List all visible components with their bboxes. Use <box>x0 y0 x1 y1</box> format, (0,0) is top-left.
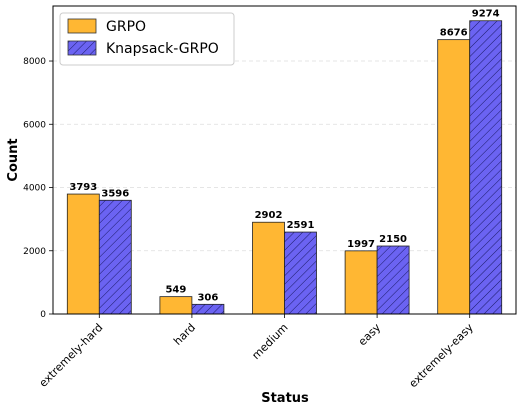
data-label-knapsack-grpo-medium: 2591 <box>287 220 315 231</box>
data-labels: 3793 3596 549 306 2902 2591 1997 2150 8676 9274 <box>69 9 499 304</box>
bar-grpo-medium <box>252 221 285 315</box>
data-label-grpo-extremely-easy: 8676 <box>440 28 468 39</box>
data-label-grpo-easy: 1997 <box>347 239 375 250</box>
bar-knapsack-grpo-extremely-easy <box>469 20 503 315</box>
x-axis-title: Status <box>261 391 309 406</box>
legend-label-grpo: GRPO <box>106 19 146 35</box>
legend-swatch-grpo <box>67 18 97 34</box>
x-tick-label: extremely-hard <box>37 321 106 390</box>
data-label-knapsack-grpo-extremely-hard: 3596 <box>101 188 129 199</box>
data-label-grpo-extremely-hard: 3793 <box>69 182 97 193</box>
y-tick-label: 6000 <box>23 120 46 130</box>
legend: GRPO Knapsack-GRPO <box>59 12 235 66</box>
bar-grpo-extremely-hard <box>66 193 100 315</box>
bar-grpo-extremely-easy <box>437 39 471 315</box>
x-tick-label: extremely-easy <box>407 321 477 391</box>
bar-knapsack-grpo-medium <box>284 231 317 315</box>
data-label-knapsack-grpo-hard: 306 <box>197 292 218 303</box>
bar-grpo-easy <box>344 250 378 315</box>
plot-frame <box>52 5 517 315</box>
y-tick-label: 2000 <box>23 247 46 257</box>
legend-frame <box>59 12 235 66</box>
data-label-knapsack-grpo-extremely-easy: 9274 <box>472 9 500 20</box>
data-label-grpo-medium: 2902 <box>255 210 283 221</box>
data-label-knapsack-grpo-easy: 2150 <box>379 234 407 245</box>
x-tick-label: medium <box>249 321 290 362</box>
legend-swatch-knapsack-grpo <box>67 40 97 56</box>
y-tick-label: 4000 <box>23 184 46 194</box>
y-axis-title: Count <box>6 138 21 181</box>
bar-knapsack-grpo-extremely-hard <box>98 199 132 315</box>
x-tick-label: easy <box>356 321 384 349</box>
y-tick-label: 8000 <box>23 57 46 67</box>
legend-label-knapsack-grpo: Knapsack-GRPO <box>106 41 219 57</box>
data-label-grpo-hard: 549 <box>165 285 186 296</box>
bar-grpo-hard <box>159 296 193 315</box>
bar-knapsack-grpo-hard <box>191 303 225 315</box>
y-tick-label: 0 <box>40 310 46 320</box>
bar-knapsack-grpo-easy <box>376 245 410 315</box>
x-tick-label: hard <box>171 321 198 348</box>
